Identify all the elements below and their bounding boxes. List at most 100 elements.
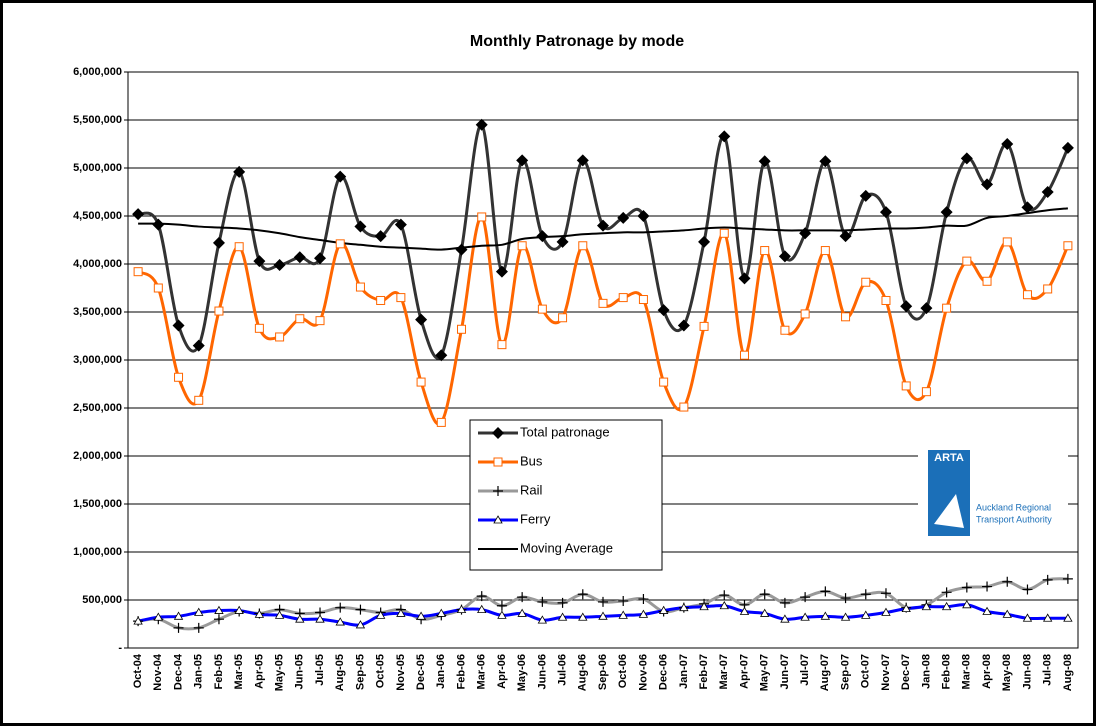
- marker: [315, 614, 325, 623]
- series-line: [138, 207, 1068, 251]
- x-tick-label: Mar-07: [718, 654, 730, 689]
- marker: [921, 601, 932, 611]
- marker: [1022, 584, 1033, 595]
- marker: [921, 387, 931, 397]
- y-tick-label: 6,000,000: [73, 66, 122, 78]
- marker: [598, 596, 608, 607]
- y-tick-label: -: [118, 642, 122, 654]
- marker: [536, 230, 549, 243]
- marker: [1022, 613, 1033, 622]
- x-tick-label: Feb-05: [213, 654, 225, 689]
- marker: [314, 252, 327, 265]
- marker: [659, 377, 669, 387]
- marker: [233, 165, 246, 178]
- y-tick-label: 5,500,000: [73, 114, 122, 126]
- marker: [618, 610, 628, 619]
- marker: [799, 227, 812, 240]
- logo-mark: ARTA: [934, 452, 964, 464]
- marker: [982, 581, 993, 592]
- x-tick-label: Aug-08: [1062, 654, 1074, 691]
- marker: [618, 293, 628, 303]
- marker: [355, 282, 365, 292]
- marker: [598, 611, 608, 620]
- logo: ARTA Auckland Regional Transport Authori…: [918, 446, 1068, 540]
- x-tick-label: Sep-06: [597, 654, 609, 690]
- x-tick-label: Dec-04: [172, 653, 184, 690]
- marker: [394, 218, 407, 231]
- marker: [557, 612, 568, 621]
- marker: [960, 152, 973, 165]
- marker: [1043, 284, 1053, 294]
- marker: [496, 600, 507, 611]
- marker: [537, 304, 547, 314]
- y-tick-label: 1,500,000: [73, 498, 122, 510]
- marker: [537, 615, 548, 624]
- marker: [820, 611, 831, 620]
- marker: [274, 610, 285, 619]
- legend-label: Moving Average: [520, 540, 613, 555]
- legend-label: Rail: [520, 482, 543, 497]
- marker: [800, 612, 810, 621]
- marker: [436, 417, 446, 427]
- x-tick-label: Jun-05: [294, 654, 306, 689]
- marker: [578, 612, 588, 621]
- marker: [638, 594, 649, 605]
- marker: [517, 241, 527, 251]
- marker: [1022, 290, 1032, 300]
- x-tick-label: Jun-06: [536, 654, 548, 689]
- marker: [718, 130, 731, 143]
- marker: [1002, 576, 1013, 587]
- marker: [254, 609, 265, 618]
- marker: [1061, 141, 1074, 154]
- marker: [1042, 574, 1053, 585]
- marker: [598, 298, 608, 308]
- marker: [578, 241, 588, 251]
- marker: [253, 255, 266, 268]
- marker: [758, 155, 771, 168]
- x-tick-label: Jan-07: [678, 654, 690, 689]
- marker: [942, 303, 952, 313]
- marker: [901, 603, 911, 613]
- marker: [493, 457, 503, 467]
- marker: [558, 313, 568, 323]
- x-tick-label: Oct-04: [132, 653, 144, 688]
- marker: [679, 602, 689, 612]
- x-tick-label: Jul-07: [799, 654, 811, 686]
- y-tick-label: 3,500,000: [73, 306, 122, 318]
- marker: [214, 306, 224, 316]
- x-tick-label: Nov-05: [395, 654, 407, 691]
- marker: [516, 154, 529, 167]
- x-tick-label: Jul-08: [1042, 654, 1054, 686]
- legend-label: Total patronage: [520, 424, 610, 439]
- x-tick-label: Jan-08: [920, 654, 932, 689]
- marker: [435, 349, 448, 362]
- marker: [234, 605, 244, 614]
- marker: [719, 228, 729, 238]
- marker: [477, 604, 487, 613]
- logo-text: Auckland Regional: [976, 502, 1051, 512]
- marker: [861, 610, 871, 619]
- legend: Total patronage Bus Rail Ferry Moving Averag…: [469, 419, 663, 571]
- marker: [173, 611, 184, 620]
- marker: [881, 607, 891, 616]
- x-tick-label: Apr-07: [738, 654, 750, 689]
- x-tick-label: Apr-06: [496, 654, 508, 689]
- marker: [840, 612, 851, 621]
- marker: [375, 610, 386, 619]
- x-tick-label: Feb-07: [698, 654, 710, 689]
- marker: [981, 178, 994, 191]
- marker: [214, 605, 224, 614]
- x-tick-label: Jan-06: [435, 654, 447, 689]
- marker: [476, 591, 487, 602]
- x-tick-label: Mar-05: [233, 654, 245, 689]
- marker: [982, 276, 992, 286]
- series-lines: [132, 118, 1074, 633]
- x-tick-label: Oct-05: [375, 654, 387, 688]
- marker: [132, 208, 145, 221]
- marker: [436, 608, 446, 617]
- marker: [820, 246, 830, 256]
- x-tick-label: Aug-06: [577, 654, 589, 691]
- marker: [173, 622, 184, 633]
- marker: [820, 586, 831, 597]
- marker: [800, 592, 811, 603]
